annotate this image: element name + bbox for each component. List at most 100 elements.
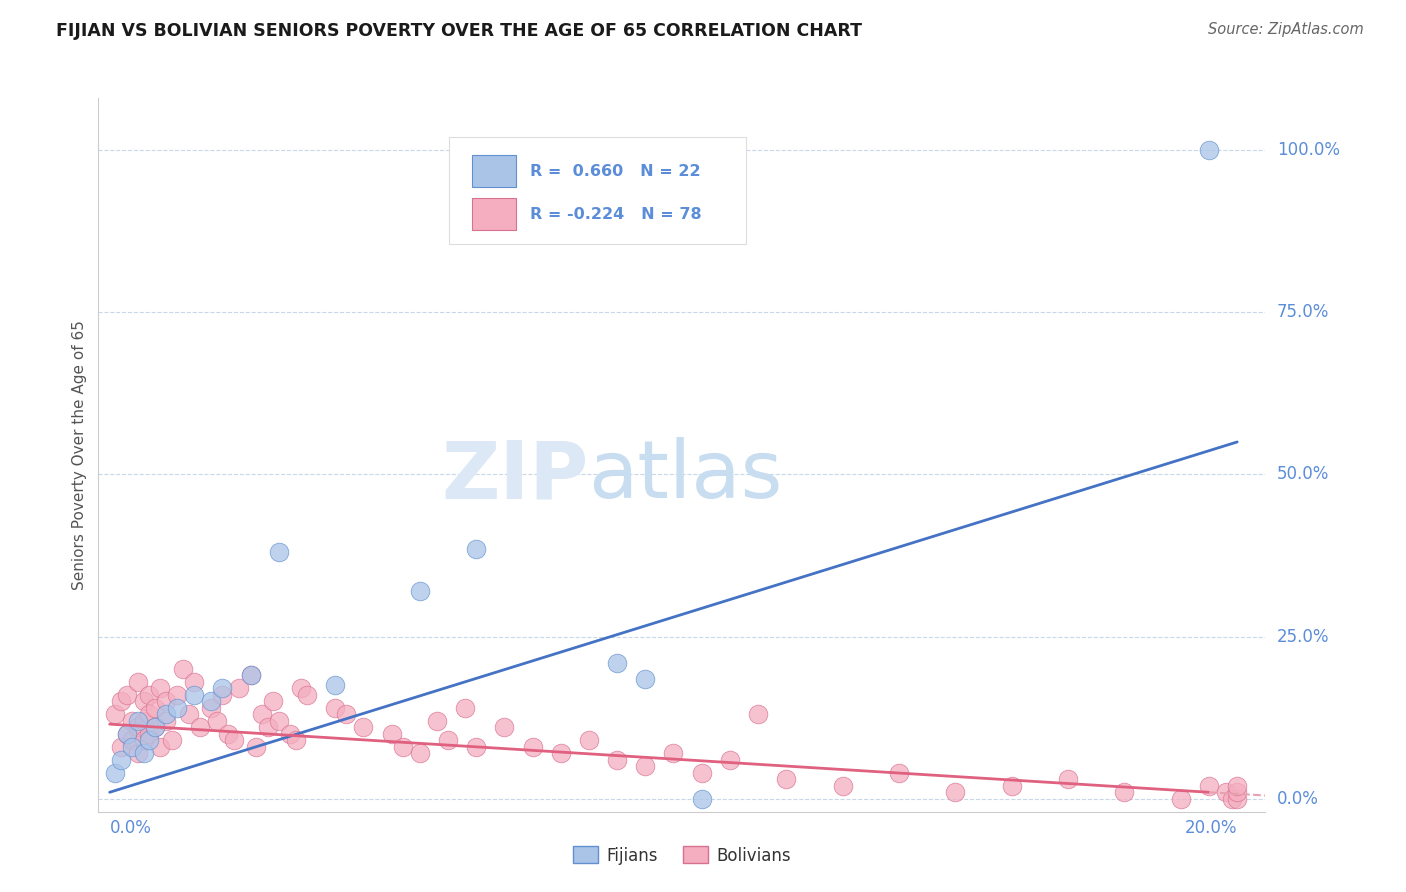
Text: 0.0%: 0.0% xyxy=(1277,789,1319,808)
Point xyxy=(155,694,177,708)
Point xyxy=(110,694,132,708)
FancyBboxPatch shape xyxy=(472,198,516,230)
Point xyxy=(1198,143,1220,157)
Text: Source: ZipAtlas.com: Source: ZipAtlas.com xyxy=(1208,22,1364,37)
Point xyxy=(211,681,233,696)
Point xyxy=(200,701,222,715)
Point xyxy=(1001,779,1024,793)
Point xyxy=(381,727,404,741)
Point xyxy=(747,707,769,722)
Text: 50.0%: 50.0% xyxy=(1277,466,1330,483)
Point xyxy=(1215,785,1237,799)
FancyBboxPatch shape xyxy=(472,155,516,187)
Point xyxy=(149,681,172,696)
Point xyxy=(104,765,127,780)
Point xyxy=(1226,791,1249,805)
Point xyxy=(183,675,205,690)
Point xyxy=(132,714,155,728)
Legend: Fijians, Bolivians: Fijians, Bolivians xyxy=(567,839,797,871)
Point xyxy=(718,753,741,767)
Point xyxy=(465,541,488,556)
Point xyxy=(578,733,600,747)
Point xyxy=(222,733,245,747)
Point xyxy=(200,694,222,708)
Point xyxy=(690,791,713,805)
Point xyxy=(1198,779,1220,793)
Point xyxy=(127,675,149,690)
Point xyxy=(409,584,432,599)
Point xyxy=(245,739,267,754)
Point xyxy=(127,720,149,734)
Point xyxy=(166,688,188,702)
Point xyxy=(437,733,460,747)
Point xyxy=(127,714,149,728)
Point xyxy=(267,714,290,728)
Point xyxy=(290,681,312,696)
Point xyxy=(831,779,853,793)
Point xyxy=(121,714,143,728)
Point xyxy=(262,694,284,708)
Point xyxy=(127,747,149,761)
Point xyxy=(392,739,415,754)
Point xyxy=(662,747,685,761)
Point xyxy=(256,720,278,734)
Point xyxy=(634,672,657,686)
Point xyxy=(775,772,797,787)
Point xyxy=(250,707,273,722)
Point xyxy=(132,694,155,708)
Point xyxy=(323,701,346,715)
Point xyxy=(228,681,250,696)
Point xyxy=(335,707,357,722)
Point xyxy=(465,739,488,754)
Point xyxy=(121,733,143,747)
Point xyxy=(155,714,177,728)
Point xyxy=(211,688,233,702)
Point xyxy=(606,656,628,670)
Text: 100.0%: 100.0% xyxy=(1277,141,1340,159)
Point xyxy=(138,733,160,747)
Point xyxy=(115,727,138,741)
Text: ZIP: ZIP xyxy=(441,437,589,516)
Point xyxy=(115,727,138,741)
Text: 25.0%: 25.0% xyxy=(1277,628,1330,646)
Text: 75.0%: 75.0% xyxy=(1277,303,1330,321)
Text: R =  0.660   N = 22: R = 0.660 N = 22 xyxy=(530,164,700,178)
Point xyxy=(110,739,132,754)
Point xyxy=(1114,785,1136,799)
Point xyxy=(166,701,188,715)
Point xyxy=(1170,791,1192,805)
Point xyxy=(104,707,127,722)
Point xyxy=(183,688,205,702)
Point xyxy=(115,688,138,702)
Point xyxy=(239,668,262,682)
Point xyxy=(239,668,262,682)
Text: 0.0%: 0.0% xyxy=(110,819,152,837)
Point xyxy=(426,714,449,728)
Point xyxy=(1226,785,1249,799)
Point xyxy=(188,720,211,734)
Point xyxy=(323,678,346,692)
Point xyxy=(138,707,160,722)
Point xyxy=(110,753,132,767)
Point xyxy=(409,747,432,761)
Text: 20.0%: 20.0% xyxy=(1185,819,1237,837)
Point xyxy=(155,707,177,722)
Point xyxy=(494,720,516,734)
Point xyxy=(887,765,910,780)
Point xyxy=(295,688,318,702)
Text: atlas: atlas xyxy=(589,437,783,516)
Point xyxy=(550,747,572,761)
Point xyxy=(690,765,713,780)
Point xyxy=(138,727,160,741)
Point xyxy=(205,714,228,728)
Point xyxy=(172,662,194,676)
Point xyxy=(522,739,544,754)
Point xyxy=(1226,779,1249,793)
Point xyxy=(177,707,200,722)
Point xyxy=(606,753,628,767)
Point xyxy=(143,720,166,734)
Point xyxy=(352,720,374,734)
Point xyxy=(943,785,966,799)
Point xyxy=(1057,772,1080,787)
Y-axis label: Seniors Poverty Over the Age of 65: Seniors Poverty Over the Age of 65 xyxy=(72,320,87,590)
